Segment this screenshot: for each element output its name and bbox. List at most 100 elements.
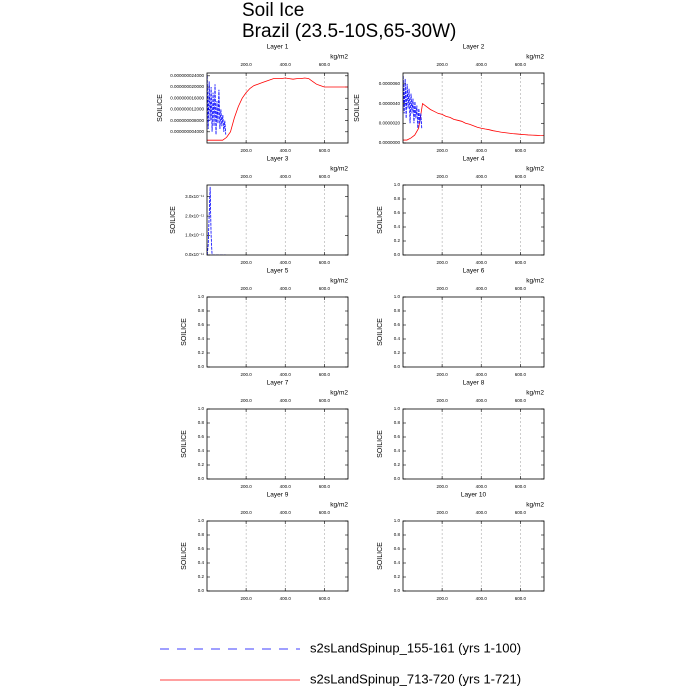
y-tick-label: 0.2 (394, 238, 401, 243)
x2-tick-label: 200.0 (436, 286, 448, 291)
x-axis-unit: kg/m2 (330, 54, 348, 61)
x2-tick-label: 200.0 (240, 398, 252, 403)
x-tick-label: 200.0 (240, 372, 252, 377)
panel-title: Layer 1 (267, 44, 289, 51)
y-axis-label: SOILICE (181, 542, 188, 570)
x2-tick-label: 600.0 (515, 398, 527, 403)
y-tick-label: 0.6 (394, 546, 401, 551)
y-tick-label: 1.0 (198, 294, 205, 299)
y-tick-label: 0.4 (394, 448, 401, 453)
y-tick-label: 0.2 (198, 574, 205, 579)
y-tick-label: 0.000000024000 (170, 73, 204, 78)
x2-tick-label: 600.0 (319, 286, 331, 291)
panel-title: Layer 4 (463, 156, 485, 163)
x2-tick-label: 400.0 (476, 62, 488, 67)
y-tick-label: 0.2 (198, 462, 205, 467)
y-axis-label: SOILICE (181, 430, 188, 458)
y-tick-label: 0.8 (394, 532, 401, 537)
y-tick-label: 0.8 (394, 196, 401, 201)
y-tick-label: 0.8 (394, 420, 401, 425)
y-tick-label: 0.8 (198, 308, 205, 313)
x2-tick-label: 200.0 (436, 398, 448, 403)
series-line (403, 102, 544, 141)
y-axis-label: SOILICE (157, 94, 164, 122)
plot-frame (206, 72, 349, 144)
x2-tick-label: 400.0 (280, 174, 292, 179)
y-axis-label: SOILICE (377, 206, 384, 234)
figure-title: Soil Ice (242, 0, 304, 21)
y-tick-label: 0.000000020000 (170, 84, 204, 89)
x2-tick-label: 400.0 (280, 62, 292, 67)
y-tick-label: 0.6 (198, 546, 205, 551)
x2-tick-label: 600.0 (319, 398, 331, 403)
x-tick-label: 600.0 (515, 260, 527, 265)
x-tick-label: 400.0 (476, 260, 488, 265)
x-tick-label: 200.0 (436, 148, 448, 153)
x-tick-label: 600.0 (319, 260, 331, 265)
x-axis-unit: kg/m2 (526, 502, 544, 509)
x2-tick-label: 200.0 (240, 510, 252, 515)
y-tick-label: 3.0x10⁻¹¹ (185, 194, 204, 199)
y-tick-label: 0.0000000 (379, 140, 401, 145)
y-tick-label: 0.2 (198, 350, 205, 355)
x-tick-label: 400.0 (476, 484, 488, 489)
y-tick-label: 0.6 (394, 434, 401, 439)
y-tick-label: 0.0 (198, 476, 205, 481)
y-axis-label: SOILICE (377, 430, 384, 458)
y-tick-label: 0.0 (394, 588, 401, 593)
x-tick-label: 200.0 (436, 484, 448, 489)
series-line (207, 186, 226, 255)
panel-title: Layer 10 (461, 492, 487, 499)
x2-tick-label: 400.0 (476, 398, 488, 403)
x-tick-label: 400.0 (280, 372, 292, 377)
y-tick-label: 0.0000040 (379, 101, 401, 106)
x-axis-unit: kg/m2 (526, 166, 544, 173)
x2-tick-label: 200.0 (436, 62, 448, 67)
x2-tick-label: 600.0 (515, 510, 527, 515)
series-line (207, 75, 227, 135)
x2-tick-label: 400.0 (476, 510, 488, 515)
x-tick-label: 400.0 (476, 148, 488, 153)
y-tick-label: 0.8 (198, 532, 205, 537)
x2-tick-label: 600.0 (319, 174, 331, 179)
x2-tick-label: 600.0 (319, 510, 331, 515)
x-tick-label: 400.0 (280, 148, 292, 153)
x-tick-label: 200.0 (240, 484, 252, 489)
x2-tick-label: 600.0 (319, 62, 331, 67)
x2-tick-label: 400.0 (476, 286, 488, 291)
y-tick-label: 1.0x10⁻¹¹ (185, 233, 204, 238)
x-tick-label: 400.0 (280, 596, 292, 601)
y-tick-label: 1.0 (198, 406, 205, 411)
y-tick-label: 0.0x10⁻¹¹ (185, 252, 204, 257)
y-tick-label: 0.8 (198, 420, 205, 425)
plot-frame (206, 184, 349, 256)
x-axis-unit: kg/m2 (330, 390, 348, 397)
x-tick-label: 200.0 (240, 596, 252, 601)
y-tick-label: 1.0 (394, 406, 401, 411)
x2-tick-label: 200.0 (436, 510, 448, 515)
x-tick-label: 400.0 (476, 596, 488, 601)
x-tick-label: 400.0 (476, 372, 488, 377)
x2-tick-label: 400.0 (280, 398, 292, 403)
plot-frame (402, 520, 545, 592)
y-tick-label: 0.2 (394, 462, 401, 467)
panel-title: Layer 2 (463, 44, 485, 51)
x-tick-label: 200.0 (240, 260, 252, 265)
x2-tick-label: 200.0 (240, 286, 252, 291)
panel-title: Layer 3 (267, 156, 289, 163)
plot-frame (402, 408, 545, 480)
y-tick-label: 0.2 (394, 350, 401, 355)
y-tick-label: 0.4 (198, 560, 205, 565)
x2-tick-label: 600.0 (515, 174, 527, 179)
y-tick-label: 0.8 (394, 308, 401, 313)
y-tick-label: 0.000000012000 (170, 107, 204, 112)
x2-tick-label: 600.0 (515, 62, 527, 67)
x-axis-unit: kg/m2 (526, 390, 544, 397)
y-tick-label: 0.0000020 (379, 120, 401, 125)
y-tick-label: 0.000000008000 (170, 118, 204, 123)
x-tick-label: 600.0 (319, 484, 331, 489)
x-axis-unit: kg/m2 (330, 278, 348, 285)
plot-frame (206, 520, 349, 592)
series-line (207, 77, 348, 141)
